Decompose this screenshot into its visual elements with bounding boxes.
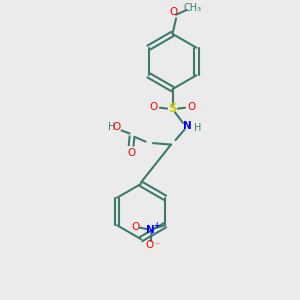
Text: O: O [150, 102, 158, 112]
Text: H: H [108, 122, 116, 132]
Text: O: O [113, 122, 121, 132]
Text: O: O [187, 102, 195, 112]
Text: ⁻: ⁻ [154, 241, 159, 250]
Text: O: O [127, 148, 135, 158]
Text: N: N [183, 121, 192, 131]
Text: S: S [168, 102, 177, 115]
Text: O: O [169, 7, 177, 17]
Text: H: H [194, 123, 201, 134]
Text: O: O [132, 222, 140, 232]
Text: +: + [154, 221, 160, 230]
Text: N: N [146, 225, 154, 235]
Text: O: O [146, 240, 154, 250]
Text: CH₃: CH₃ [184, 3, 202, 13]
